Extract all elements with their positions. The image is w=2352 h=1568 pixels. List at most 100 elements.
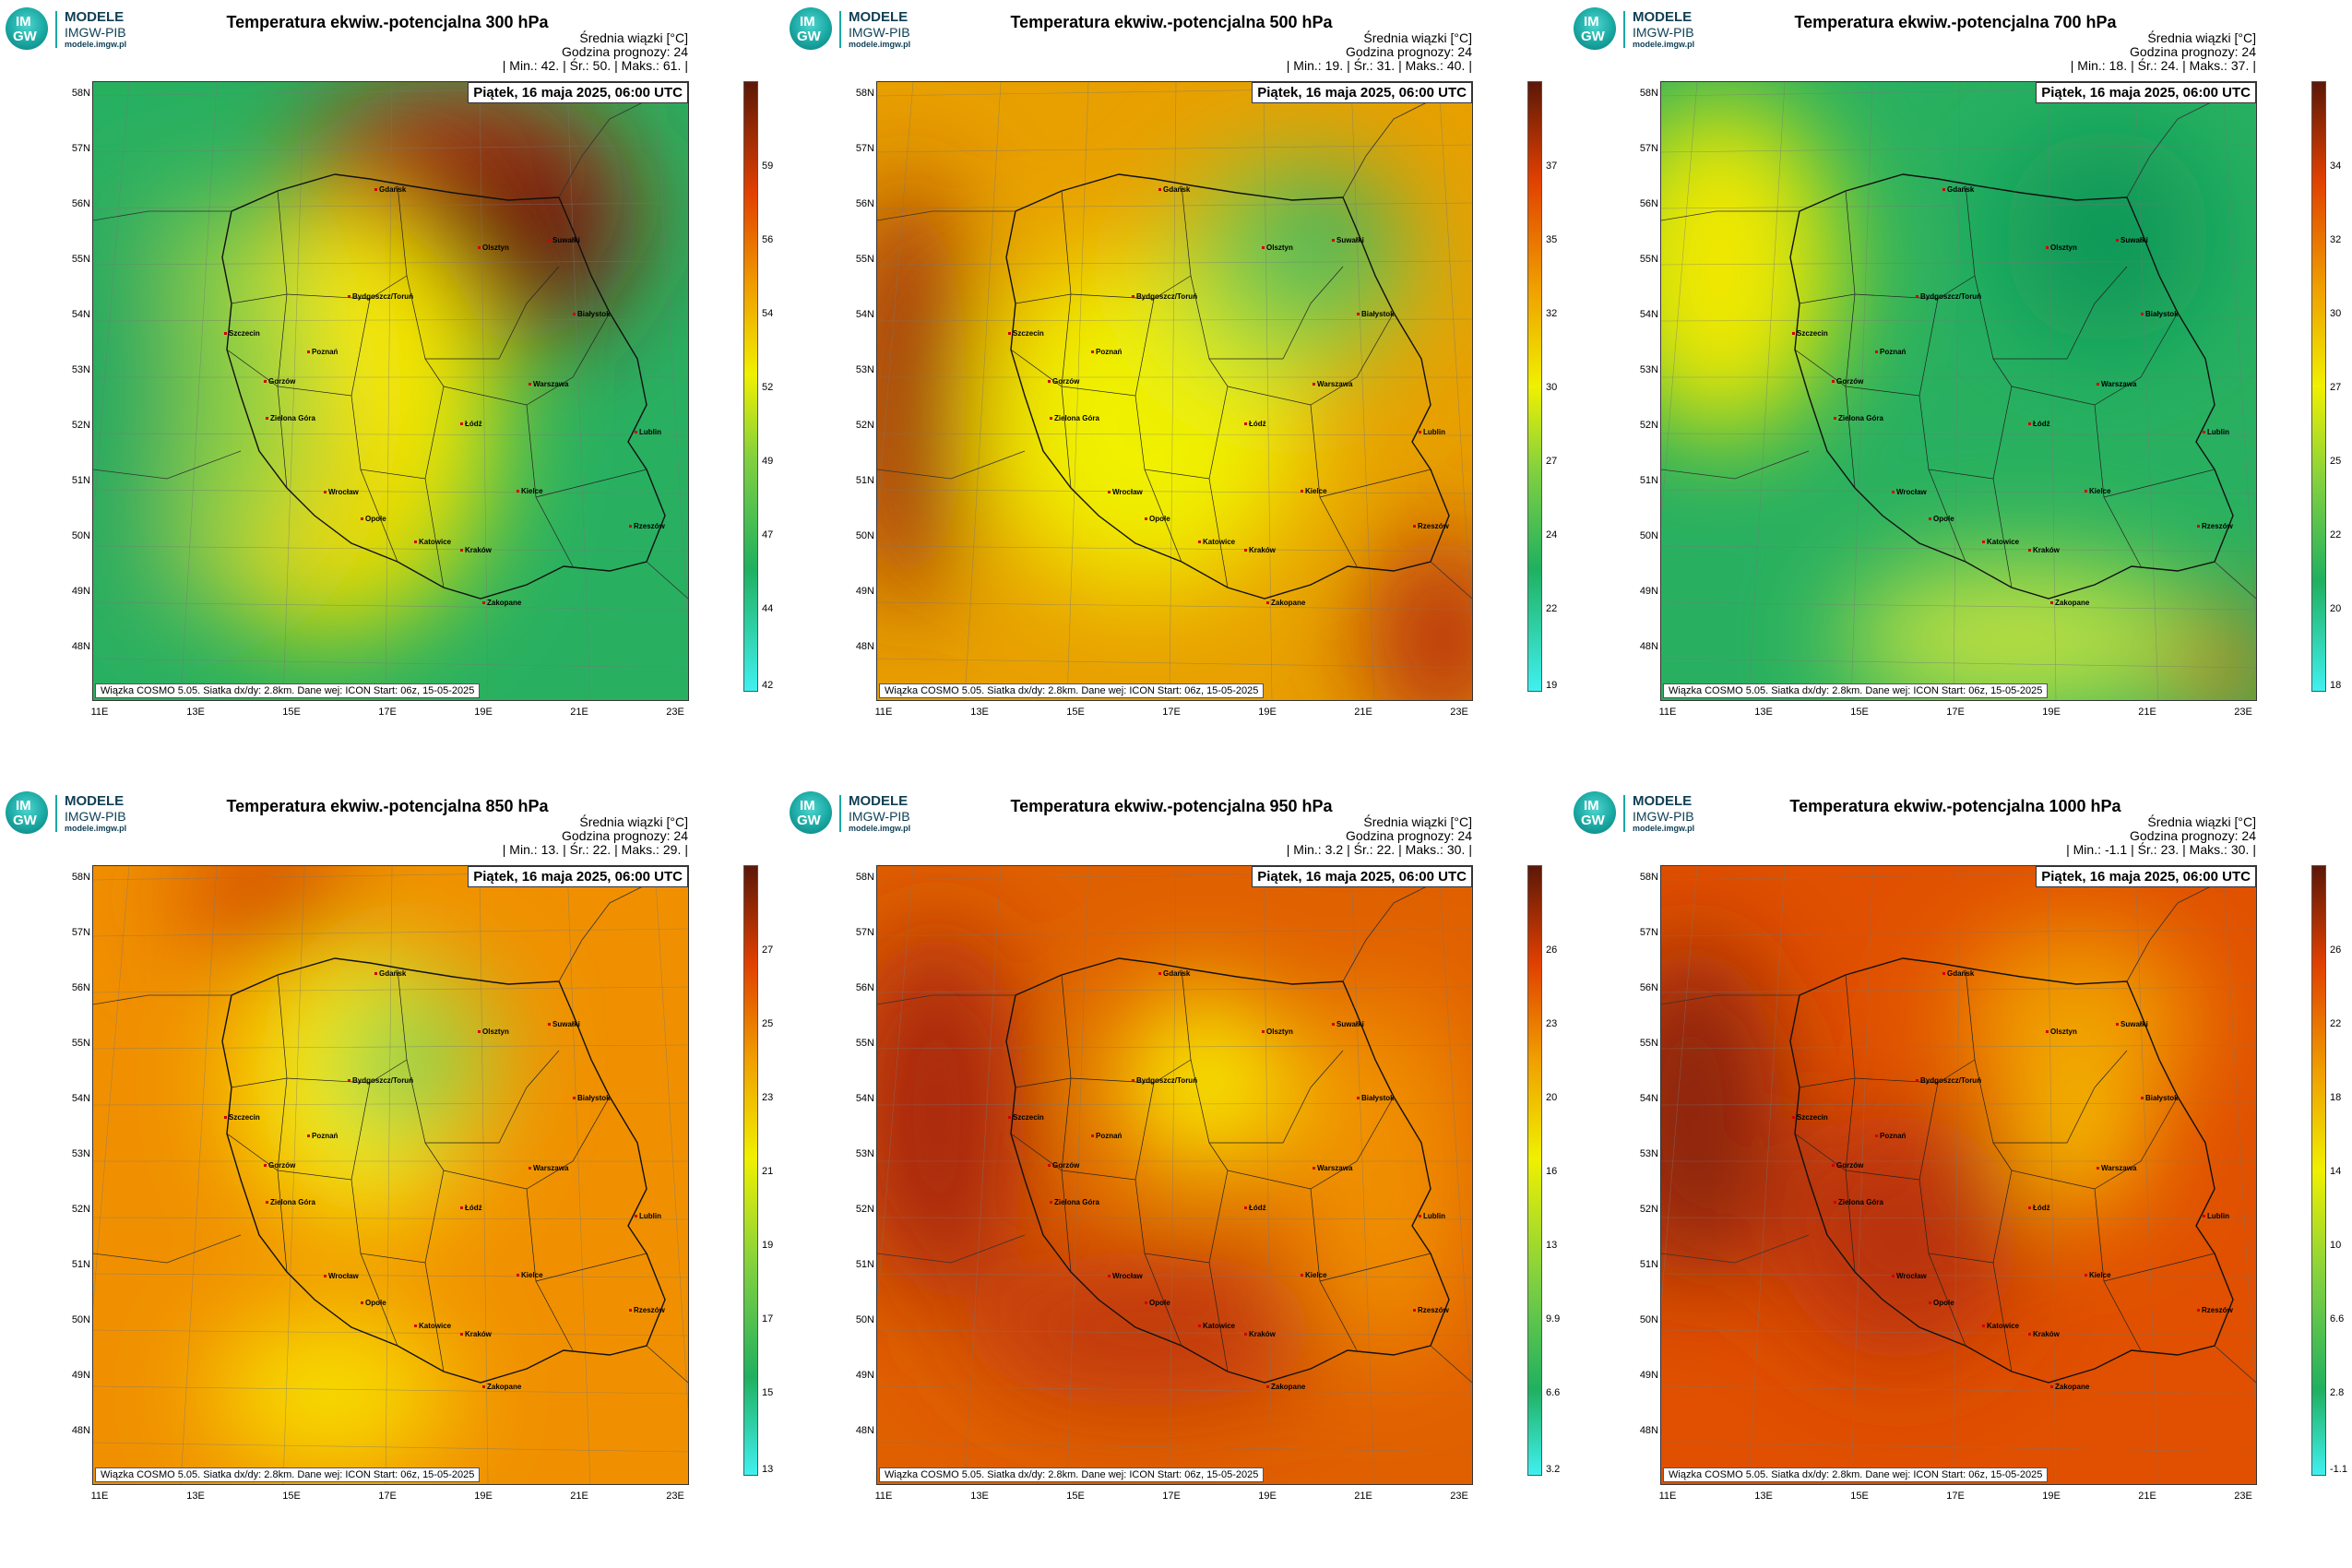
city-marker <box>2050 601 2053 605</box>
logo-mark-bottom: GW <box>13 29 37 44</box>
forecast-hour: Godzina prognozy: 24 <box>2130 828 2256 843</box>
city-marker <box>1332 1023 1335 1027</box>
city-label: Zielona Góra <box>1834 1198 1883 1206</box>
latitude-label: 53N <box>71 1148 90 1159</box>
city-label: Olsztyn <box>2046 244 2077 252</box>
city-marker <box>264 1164 267 1168</box>
city-name: Gdańsk <box>1163 185 1191 194</box>
city-marker <box>1916 295 1918 299</box>
longitude-label: 11E <box>1658 707 1677 718</box>
colorbar-tick: 23 <box>762 1092 774 1103</box>
city-name: Kraków <box>465 1330 492 1338</box>
max-value: 40. <box>1446 58 1466 73</box>
field-blob <box>2002 128 2212 345</box>
city-name: Łódź <box>1249 420 1266 428</box>
neighbor-border <box>877 884 1472 1384</box>
city-marker <box>1008 332 1011 336</box>
latitude-line <box>877 1044 1472 1050</box>
city-marker <box>2028 1206 2031 1210</box>
latitude-label: 55N <box>1639 1038 1658 1049</box>
region-border <box>406 1050 560 1144</box>
city-marker <box>1091 1134 1094 1138</box>
city-label: Łódź <box>2028 1204 2050 1212</box>
city-label: Szczecin <box>1792 1113 1828 1122</box>
colorbar-tick: 30 <box>2330 308 2342 319</box>
region-border <box>1794 293 1856 387</box>
city-name: Opole <box>1933 1299 1954 1307</box>
latitude-label: 50N <box>855 530 874 541</box>
latitude-line <box>1661 144 2256 153</box>
valid-date: Piątek, 16 maja 2025, 06:00 UTC <box>1252 82 1472 103</box>
colorbar <box>743 865 758 1476</box>
region-border <box>1010 293 1072 387</box>
region-border <box>1845 293 1939 397</box>
city-label: Bydgoszcz/Toruń <box>1916 292 1981 301</box>
city-label: Olsztyn <box>1262 1028 1293 1036</box>
max-label: | Maks.: <box>1398 58 1443 73</box>
city-name: Bydgoszcz/Toruń <box>352 292 414 301</box>
logo-line2: IMGW-PIB <box>65 809 126 824</box>
field-blob <box>1661 97 1840 438</box>
longitude-label: 21E <box>570 707 588 718</box>
logo-line1: MODELE <box>849 793 909 809</box>
longitude-line <box>93 82 130 524</box>
map-panel: IM GW MODELE IMGW-PIB modele.imgw.pl Temperat… <box>1568 0 2352 784</box>
city-label: Łódź <box>460 1204 482 1212</box>
city-marker <box>1313 1167 1315 1170</box>
avg-value: 22. <box>592 842 612 857</box>
city-marker <box>2141 313 2144 316</box>
longitude-line <box>282 866 305 1484</box>
stats-end-bar: | <box>1468 842 1472 857</box>
region-border <box>1845 386 2013 588</box>
latitude-label: 51N <box>71 475 90 486</box>
panel-title: Temperatura ekwiw.-potencjalna 500 hPa <box>1010 13 1333 31</box>
city-marker <box>460 422 463 426</box>
valid-date: Piątek, 16 maja 2025, 06:00 UTC <box>468 82 688 103</box>
city-name: Zakopane <box>2055 599 2090 607</box>
min-label: | Min.: <box>502 58 538 73</box>
latitude-line <box>877 260 1472 266</box>
longitude-line <box>180 82 218 700</box>
city-name: Zielona Góra <box>1838 1198 1883 1206</box>
stats-line: | Min.: -1.1 | Śr.: 23. | Maks.: 30. | <box>2062 843 2256 857</box>
latitude-label: 53N <box>855 1148 874 1159</box>
logo-mark-top: IM <box>16 14 31 30</box>
city-label: Katowice <box>414 1322 451 1330</box>
city-name: Szczecin <box>1013 1113 1044 1122</box>
latitude-line <box>93 545 688 552</box>
region-border <box>1010 1077 1072 1171</box>
city-marker <box>1048 380 1051 384</box>
city-label: Wrocław <box>324 1272 359 1280</box>
city-marker <box>2050 1385 2053 1389</box>
city-marker <box>2097 383 2099 386</box>
field-blob <box>1661 943 1780 1284</box>
longitude-line <box>1350 866 1375 1484</box>
latitude-label: 48N <box>1639 641 1658 652</box>
min-value: 13. <box>540 842 560 857</box>
longitude-label: 13E <box>970 1491 989 1502</box>
city-label: Kielce <box>517 1271 543 1279</box>
city-name: Łódź <box>2033 420 2050 428</box>
stats-block: Średnia wiązki [°C] Godzina prognozy: 24 |… <box>1283 815 1472 857</box>
city-name: Kraków <box>1249 1330 1276 1338</box>
logo-line1: MODELE <box>1633 9 1693 25</box>
city-marker <box>517 490 519 493</box>
city-name: Kielce <box>521 487 543 495</box>
city-marker <box>2197 525 2200 529</box>
city-label: Kraków <box>1244 546 1276 554</box>
stats-line: | Min.: 18. | Śr.: 24. | Maks.: 37. | <box>2067 59 2256 73</box>
city-label: Gorzów <box>1048 1161 1079 1170</box>
city-marker <box>1301 490 1303 493</box>
city-label: Łódź <box>1244 1204 1266 1212</box>
colorbar-tick: 19 <box>762 1240 774 1251</box>
logo-line2: IMGW-PIB <box>1633 809 1694 824</box>
city-name: Gorzów <box>268 377 296 386</box>
region-border <box>2011 1096 2179 1190</box>
colorbar-tick: 37 <box>1546 160 1558 172</box>
longitude-line <box>1169 866 1177 1484</box>
city-label: Warszawa <box>2097 1164 2136 1172</box>
city-label: Białystok <box>1357 310 1395 318</box>
longitude-label: 15E <box>282 1491 301 1502</box>
city-name: Lublin <box>1423 1212 1445 1220</box>
map-field <box>1661 866 2256 1484</box>
